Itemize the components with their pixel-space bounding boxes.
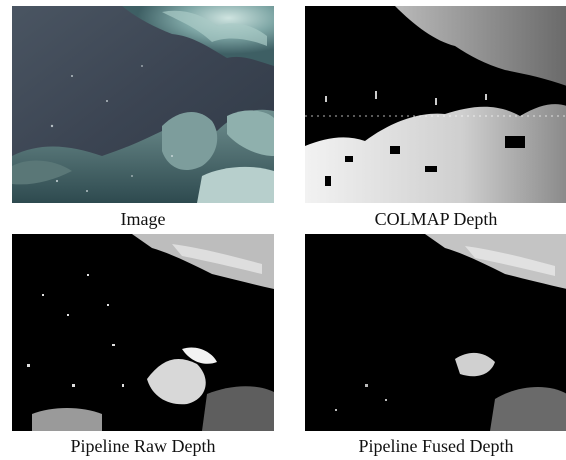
raw-depth-panel	[12, 234, 274, 431]
caption-colmap-depth: COLMAP Depth	[374, 209, 498, 229]
fused-depth-map	[305, 234, 566, 431]
caption-fused-depth: Pipeline Fused Depth	[358, 436, 514, 456]
underwater-image	[12, 6, 274, 203]
raw-depth-map	[12, 234, 274, 431]
fused-depth-panel	[305, 234, 566, 431]
caption-image: Image	[120, 209, 166, 229]
underwater-image-panel	[12, 6, 274, 203]
colmap-depth-panel	[305, 6, 566, 203]
colmap-depth-map	[305, 6, 566, 203]
caption-raw-depth: Pipeline Raw Depth	[70, 436, 216, 456]
